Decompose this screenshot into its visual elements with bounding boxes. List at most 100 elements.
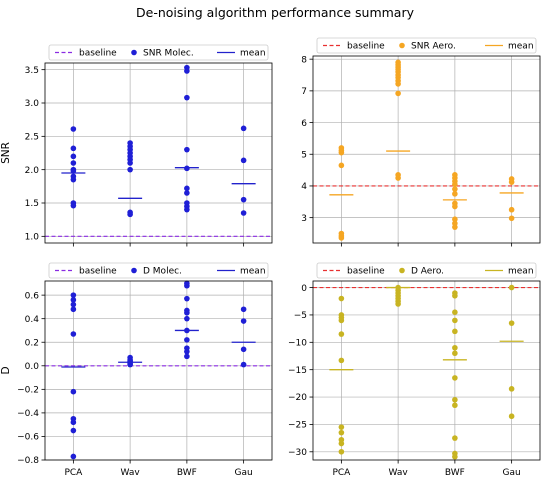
data-point <box>70 145 77 152</box>
data-point <box>184 315 190 322</box>
y-axis-label: SNR <box>0 142 12 164</box>
data-point <box>70 306 77 313</box>
legend-entry-baseline: baseline <box>347 42 385 52</box>
axes-frame <box>312 280 541 461</box>
data-point <box>70 301 77 308</box>
legend-points-swatch <box>131 49 137 56</box>
ytick-label: 0 <box>301 284 307 294</box>
xtick-label-wav: Wav <box>121 468 141 478</box>
axes-frame <box>312 55 541 244</box>
data-point <box>70 427 77 434</box>
data-point <box>452 191 458 197</box>
xtick-label-bwf: BWF <box>445 468 465 478</box>
ytick-label: −20 <box>288 393 307 403</box>
data-point <box>70 168 77 174</box>
data-point <box>338 235 345 241</box>
legend-entry-points: SNR Molec. <box>143 49 194 59</box>
figure-title: De-noising algorithm performance summary <box>136 5 415 20</box>
data-point <box>70 419 77 426</box>
data-point <box>338 436 345 443</box>
data-point <box>184 337 190 343</box>
data-point <box>452 186 458 192</box>
data-point <box>452 402 458 409</box>
legend-entry-points: D Aero. <box>411 267 444 277</box>
legend-box <box>48 44 269 61</box>
xtick-label-gau: Gau <box>235 468 253 478</box>
ytick-label: 1.0 <box>25 233 40 243</box>
ytick-label: −0.4 <box>17 409 39 419</box>
legend-points-swatch <box>399 267 405 274</box>
data-point <box>338 448 345 455</box>
ytick-label: 3.5 <box>25 66 39 76</box>
ytick-label: −15 <box>288 366 307 376</box>
data-point <box>184 295 190 302</box>
data-point <box>240 210 247 216</box>
data-point <box>240 196 247 203</box>
data-point <box>70 160 77 166</box>
data-point <box>338 424 345 430</box>
xtick-label-bwf: BWF <box>177 468 197 478</box>
ytick-label: 0.4 <box>25 315 40 325</box>
data-point <box>452 435 458 441</box>
data-point <box>452 453 458 460</box>
data-point <box>452 344 458 351</box>
data-point <box>452 375 458 381</box>
data-point <box>508 413 515 420</box>
ytick-label: 0.6 <box>25 291 40 301</box>
ytick-label: 5 <box>301 150 307 160</box>
ytick-label: −0.6 <box>17 433 39 443</box>
ytick-label: 8 <box>301 55 307 65</box>
ytick-label: 2.5 <box>25 133 39 143</box>
legend: baseline SNR Aero. mean <box>316 37 537 54</box>
data-point <box>338 357 345 364</box>
data-point <box>338 429 345 436</box>
data-point <box>395 90 401 97</box>
legend-box <box>316 262 537 279</box>
ytick-label: 1.5 <box>25 199 39 209</box>
legend-entry-points: SNR Aero. <box>411 42 456 52</box>
data-point <box>338 440 345 447</box>
data-point <box>184 282 190 289</box>
ytick-label: 2.0 <box>25 166 40 176</box>
data-point <box>240 361 247 368</box>
ytick-label: 4 <box>301 182 307 192</box>
data-point <box>184 327 190 334</box>
legend-entry-baseline: baseline <box>79 267 117 277</box>
data-point <box>184 348 190 355</box>
ytick-label: −30 <box>288 448 307 458</box>
data-point <box>395 175 401 181</box>
data-point <box>452 328 458 335</box>
data-point <box>452 317 458 324</box>
data-point <box>70 176 77 183</box>
data-point <box>184 146 190 153</box>
data-point <box>508 320 515 326</box>
legend: baseline SNR Molec. mean <box>48 44 269 61</box>
ytick-label: 7 <box>301 87 307 97</box>
ytick-label: −0.2 <box>17 386 39 396</box>
axes-frame <box>44 62 273 244</box>
data-point <box>184 353 190 360</box>
data-point <box>452 216 458 223</box>
legend-entry-baseline: baseline <box>347 267 385 277</box>
legend-entry-mean: mean <box>508 42 534 52</box>
ytick-label: 3.0 <box>25 99 40 109</box>
ytick-label: −25 <box>288 421 307 431</box>
y-axis-label: D <box>0 366 12 374</box>
legend-entry-mean: mean <box>508 267 534 277</box>
data-point <box>338 317 345 324</box>
data-point <box>452 203 458 210</box>
data-point <box>70 153 77 160</box>
data-point <box>452 350 458 357</box>
data-point <box>70 331 77 337</box>
legend-points-swatch <box>399 42 405 49</box>
ytick-label: 3 <box>301 214 307 224</box>
data-point <box>184 185 190 192</box>
legend-entry-baseline: baseline <box>79 49 117 59</box>
data-point <box>70 292 77 298</box>
data-point <box>508 386 515 392</box>
data-point <box>240 318 247 324</box>
data-point <box>240 306 247 313</box>
data-point <box>184 309 190 316</box>
legend-box <box>48 262 269 279</box>
